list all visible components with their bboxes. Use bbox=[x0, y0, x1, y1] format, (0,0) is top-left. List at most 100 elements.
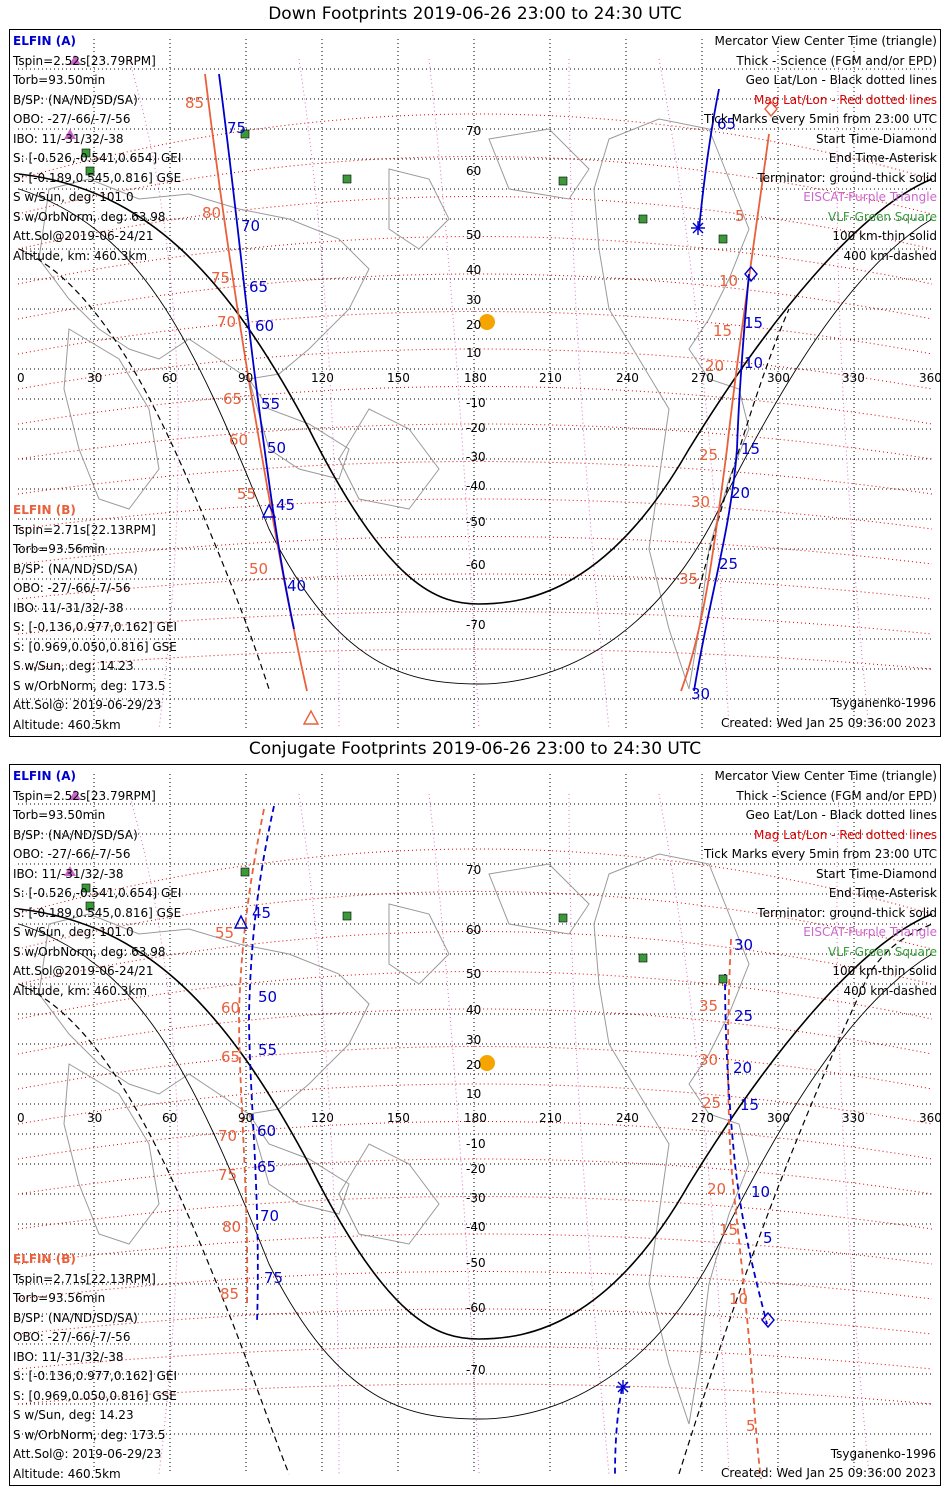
bottom-lon-label: 270 bbox=[691, 1111, 714, 1125]
elfin-a-line: S: [-0.189,0.545,0.816] GSE bbox=[13, 905, 182, 920]
bottom-start-diamond-a bbox=[761, 1311, 775, 1329]
top-a-tick-label: 70 bbox=[241, 217, 260, 235]
elfin-a-line: Tspin=2.52s[23.79RPM] bbox=[13, 53, 156, 68]
legend-line: 400 km-dashed bbox=[843, 248, 937, 263]
top-a-tick-label: 20 bbox=[731, 484, 750, 502]
bottom-b-tick-label: 20 bbox=[707, 1180, 726, 1198]
elfin-a-line: Altitude, km: 460.3km bbox=[13, 248, 148, 263]
top-lat-label: -30 bbox=[466, 450, 486, 464]
bottom-lon-label: 180 bbox=[464, 1111, 487, 1125]
bottom-elfin-a-track-right bbox=[724, 973, 768, 1325]
elfin-a-line: Torb=93.50min bbox=[13, 808, 106, 822]
bottom-lat-labels: 70 60 50 40 30 20 10 -10 -20 -30 -40 -50 -60 -70 bbox=[466, 863, 486, 1377]
elfin-a-line: S: [-0.189,0.545,0.816] GSE bbox=[13, 170, 182, 185]
top-lon-label: 180 bbox=[464, 371, 487, 385]
bottom-center-triangle-a bbox=[233, 914, 249, 929]
bottom-coastlines bbox=[38, 853, 750, 1425]
top-lon-label: 360 bbox=[919, 371, 941, 385]
bottom-lat-label: -50 bbox=[466, 1256, 486, 1270]
bottom-a-tick-label: 15 bbox=[740, 1096, 759, 1114]
legend-line: Thick - Science (FGM and/or EPD) bbox=[736, 53, 937, 68]
legend-line: Geo Lat/Lon - Black dotted lines bbox=[745, 808, 937, 822]
bottom-a-tick-label: 75 bbox=[264, 1269, 283, 1287]
elfin-b-line: S: [0.969,0.050,0.816] GSE bbox=[13, 639, 177, 654]
bottom-a-tick-label: 70 bbox=[260, 1207, 279, 1225]
bottom-created-label: Created: Wed Jan 25 09:36:00 2023 bbox=[721, 1466, 936, 1480]
elfin-b-line: S w/Sun, deg: 14.23 bbox=[13, 1408, 134, 1422]
top-terminator-400km-right bbox=[698, 308, 790, 590]
bottom-lon-label: 90 bbox=[238, 1111, 253, 1125]
legend-line: End Time-Asterisk bbox=[828, 151, 937, 165]
elfin-b-line: Att.Sol@: 2019-06-29/23 bbox=[13, 1447, 162, 1461]
top-lat-label: 50 bbox=[466, 228, 481, 242]
top-elfin-b-track-right bbox=[680, 133, 770, 692]
bottom-lon-label: 60 bbox=[162, 1111, 177, 1125]
legend-line: EISCAT-Purple Triangle bbox=[803, 925, 937, 939]
bottom-a-tick-label: 45 bbox=[252, 904, 271, 922]
top-b-tick-label: 5 bbox=[735, 207, 745, 225]
top-b-tick-label: 10 bbox=[719, 272, 738, 290]
elfin-a-line: S w/OrbNorm, deg: 63.98 bbox=[13, 209, 166, 224]
legend-line: End Time-Asterisk bbox=[828, 886, 937, 900]
top-b-tick-label: 20 bbox=[705, 357, 724, 375]
bottom-lon-label: 330 bbox=[842, 1111, 865, 1125]
legend-line: 400 km-dashed bbox=[843, 983, 937, 998]
legend-line: Terminator: ground-thick solid bbox=[757, 170, 937, 185]
top-a-tick-label: 65 bbox=[249, 278, 268, 296]
bottom-vlf-squares bbox=[81, 867, 728, 984]
elfin-a-title: ELFIN (A) bbox=[13, 769, 76, 783]
bottom-panel-title: Conjugate Footprints 2019-06-26 23:00 to… bbox=[248, 739, 702, 759]
top-elfin-a-track-right bbox=[693, 88, 750, 692]
top-map-frame bbox=[9, 29, 941, 737]
elfin-a-line: S w/OrbNorm, deg: 63.98 bbox=[13, 944, 166, 959]
top-center-triangle-a bbox=[261, 503, 277, 518]
elfin-b-line: Tspin=2.71s[22.13RPM] bbox=[13, 522, 156, 537]
bottom-lon-label: 150 bbox=[387, 1111, 410, 1125]
bottom-lon-label: 30 bbox=[87, 1111, 102, 1125]
bottom-b-tick-label: 85 bbox=[220, 1285, 239, 1303]
bottom-a-tick-label: 50 bbox=[258, 988, 277, 1006]
elfin-a-line: B/SP: (NA/ND/SD/SA) bbox=[13, 827, 138, 842]
bottom-b-tick-label: 65 bbox=[221, 1048, 240, 1066]
top-terminator-100km bbox=[18, 188, 933, 685]
bottom-lat-label: 70 bbox=[466, 863, 481, 877]
bottom-elfin-a-labels: 45 50 55 60 65 70 75 30 25 20 15 10 5 bbox=[252, 904, 773, 1287]
top-elfin-a-info: ELFIN (A) Tspin=2.52s[23.79RPM] Torb=93.… bbox=[13, 32, 181, 266]
top-lon-label: 60 bbox=[162, 371, 177, 385]
top-sun-icon bbox=[479, 314, 495, 330]
bottom-lon-label: 240 bbox=[616, 1111, 639, 1125]
elfin-a-line: OBO: -27/-66/-7/-56 bbox=[13, 112, 131, 126]
bottom-lat-label: 20 bbox=[466, 1058, 481, 1072]
top-a-tick-label: 75 bbox=[227, 119, 246, 137]
top-lon-label: 0 bbox=[17, 371, 25, 385]
elfin-b-line: Att.Sol@: 2019-06-29/23 bbox=[13, 698, 162, 712]
top-lat-label: 40 bbox=[466, 263, 481, 277]
top-lat-label: 10 bbox=[466, 346, 481, 360]
bottom-sun-icon bbox=[479, 1055, 495, 1071]
bottom-elfin-a-info: ELFIN (A) Tspin=2.52s[23.79RPM] Torb=93.… bbox=[13, 767, 181, 1001]
bottom-lat-label: -60 bbox=[466, 1301, 486, 1315]
bottom-a-tick-label: 30 bbox=[734, 936, 753, 954]
legend-line: Mag Lat/Lon - Red dotted lines bbox=[753, 827, 937, 842]
elfin-a-line: OBO: -27/-66/-7/-56 bbox=[13, 847, 131, 861]
top-b-tick-label: 65 bbox=[223, 390, 242, 408]
bottom-lat-label: 50 bbox=[466, 967, 481, 981]
top-lon-label: 300 bbox=[767, 371, 790, 385]
bottom-b-tick-label: 35 bbox=[699, 997, 718, 1015]
bottom-lon-label: 360 bbox=[919, 1111, 941, 1125]
top-a-tick-label: 15 bbox=[741, 440, 760, 458]
top-lon-label: 150 bbox=[387, 371, 410, 385]
bottom-a-tick-label: 25 bbox=[734, 1007, 753, 1025]
bottom-lat-label: -10 bbox=[466, 1137, 486, 1151]
top-b-tick-label: 85 bbox=[185, 94, 204, 112]
legend-line: VLF-Green Square bbox=[828, 944, 937, 959]
bottom-terminator-100km bbox=[18, 923, 933, 1420]
top-lon-label: 240 bbox=[616, 371, 639, 385]
top-lat-label: -10 bbox=[466, 396, 486, 410]
bottom-lat-label: 60 bbox=[466, 923, 481, 937]
elfin-b-line: S: [0.969,0.050,0.816] GSE bbox=[13, 1388, 177, 1403]
bottom-terminator-400km-left bbox=[18, 983, 290, 1475]
top-start-diamond-a bbox=[744, 265, 758, 283]
top-panel-title: Down Footprints 2019-06-26 23:00 to 24:3… bbox=[268, 4, 682, 24]
top-vlf-squares bbox=[81, 129, 728, 244]
